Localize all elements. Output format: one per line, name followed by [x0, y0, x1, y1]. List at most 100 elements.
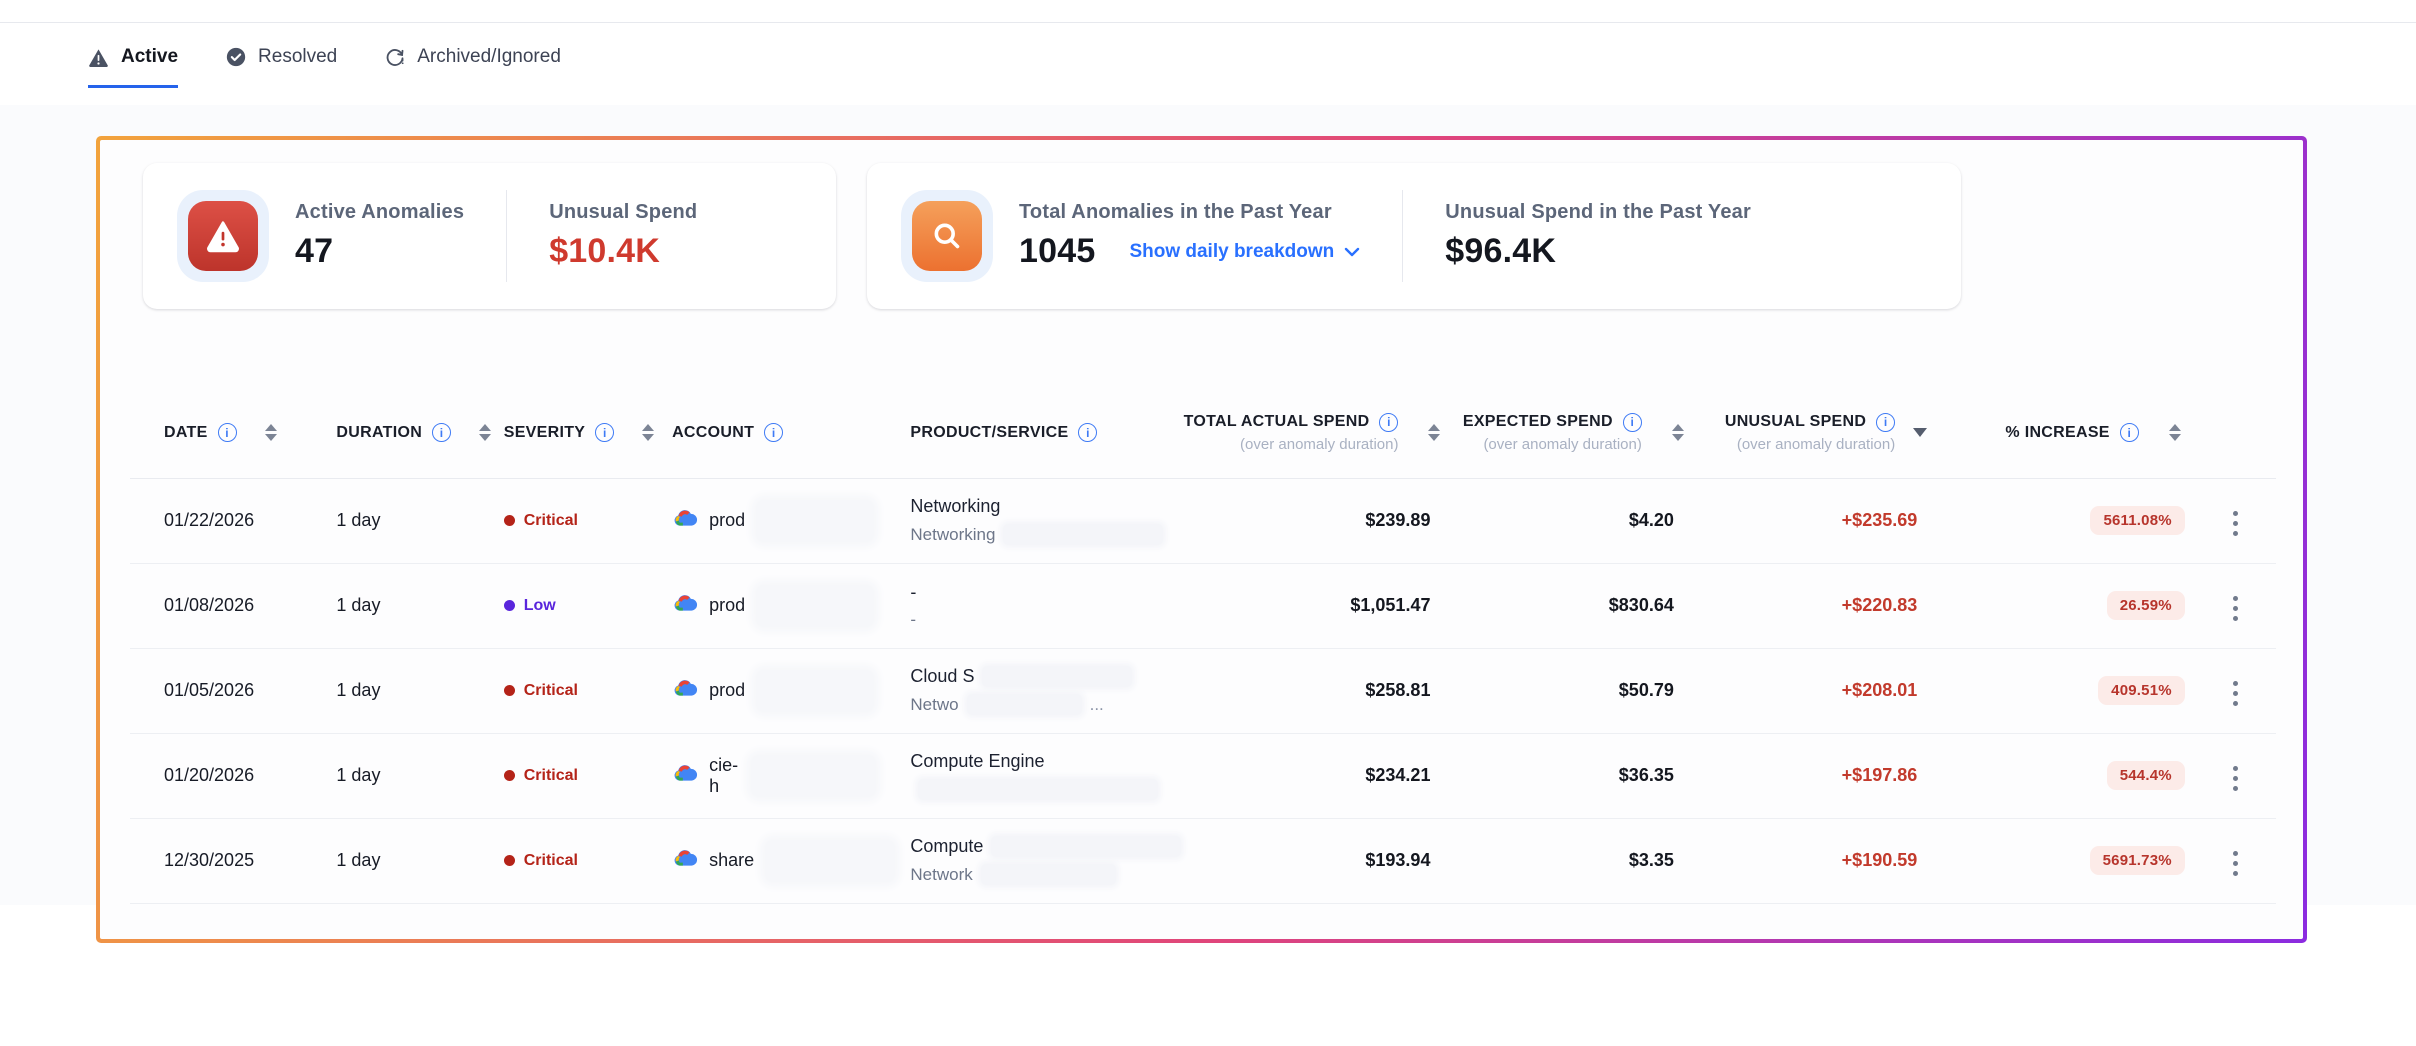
cell-severity: Low [469, 563, 639, 649]
header-increase: % INCREASE i [1941, 398, 2195, 479]
cell-product-service: Compute Network [876, 818, 1212, 904]
cell-increase: 5611.08% [1941, 478, 2195, 564]
header-account: ACCOUNT i [638, 398, 877, 479]
tab-resolved[interactable]: Resolved [226, 46, 337, 88]
increase-badge: 5611.08% [2090, 506, 2185, 535]
past-year-anomalies-value: 1045 [1019, 232, 1096, 270]
tab-archived-label: Archived/Ignored [417, 46, 561, 67]
info-icon[interactable]: i [1622, 412, 1642, 432]
cell-increase: 544.4% [1941, 733, 2195, 819]
product-redacted-blur [982, 666, 1133, 687]
service-name: Netwo [910, 694, 959, 714]
sort-duration-button[interactable] [479, 424, 492, 442]
cell-date: 01/05/2026 [130, 648, 303, 734]
table-row[interactable]: 01/05/2026 1 day Critical prod Cloud S N… [130, 648, 2276, 734]
row-kebab-menu-button[interactable] [2227, 760, 2244, 797]
cell-unusual-spend: +$208.01 [1697, 648, 1942, 734]
row-kebab-menu-button[interactable] [2227, 505, 2244, 542]
sort-expected-button[interactable] [1671, 424, 1684, 442]
cell-duration: 1 day [302, 733, 470, 819]
product-name: Cloud S [910, 666, 975, 686]
sort-unusual-desc-button[interactable] [1913, 428, 1928, 438]
anomaly-card-gradient-border: Active Anomalies 47 Unusual Spend $10.4K… [96, 136, 2307, 943]
header-date-label: DATE [164, 423, 208, 441]
cell-account: prod [638, 478, 877, 564]
gcp-icon [672, 847, 698, 874]
header-unusual-note: (over anomaly duration) [1736, 435, 1896, 453]
cell-expected-spend: $4.20 [1454, 478, 1698, 564]
product-redacted-blur [991, 836, 1182, 857]
cell-duration: 1 day [302, 478, 470, 564]
row-kebab-menu-button[interactable] [2227, 675, 2244, 712]
anomaly-card: Active Anomalies 47 Unusual Spend $10.4K… [100, 140, 2303, 939]
table-header-row: DATE i DURATION i SEVERITY i ACCOUNT i PRODU… [130, 398, 2276, 479]
account-name: cie-h [709, 754, 739, 796]
severity-badge: Critical [504, 682, 578, 700]
service-redacted-blur [1003, 524, 1164, 545]
cell-actions [2194, 818, 2276, 904]
active-anomalies-value: 47 [295, 232, 334, 270]
header-expected-note: (over anomaly duration) [1483, 435, 1642, 453]
top-divider [0, 22, 2416, 23]
product-name: - [910, 581, 917, 602]
cell-duration: 1 day [302, 563, 470, 649]
header-expected-label: EXPECTED SPEND [1462, 413, 1613, 431]
product-name: Networking [910, 496, 1001, 516]
cell-total-actual-spend: $1,051.47 [1211, 563, 1455, 649]
sort-severity-button[interactable] [642, 424, 655, 442]
table-row[interactable]: 01/22/2026 1 day Critical prod Networkin… [130, 478, 2276, 564]
alert-tile-wrap [177, 190, 269, 282]
increase-badge: 409.51% [2098, 676, 2185, 705]
row-kebab-menu-button[interactable] [2227, 590, 2244, 627]
service-name: Networking [910, 524, 996, 544]
active-anomalies-label: Active Anomalies [295, 201, 465, 223]
service-redacted-blur [918, 779, 1159, 800]
header-unusual-label: UNUSUAL SPEND [1724, 413, 1867, 431]
tab-active[interactable]: Active [88, 46, 179, 88]
cell-expected-spend: $36.35 [1454, 733, 1698, 819]
service-name: - [910, 609, 917, 629]
show-daily-breakdown-link[interactable]: Show daily breakdown [1129, 241, 1360, 263]
tab-archived-ignored[interactable]: Archived/Ignored [385, 46, 561, 88]
cell-product-service: Networking Networking [876, 478, 1212, 564]
account-name: prod [709, 510, 746, 530]
account-redacted-blur [765, 839, 896, 882]
info-icon[interactable]: i [432, 423, 452, 443]
account-redacted-blur [751, 754, 877, 797]
info-icon[interactable]: i [2119, 423, 2139, 443]
past-year-anomalies-card: Total Anomalies in the Past Year 1045 Sh… [867, 163, 1961, 309]
cell-total-actual-spend: $234.21 [1211, 733, 1455, 819]
unusual-spend-value: $10.4K [549, 232, 661, 270]
account-redacted-blur [756, 584, 875, 627]
account-name: prod [709, 680, 746, 700]
info-icon[interactable]: i [217, 423, 237, 443]
check-circle-icon [226, 47, 246, 67]
sort-date-button[interactable] [264, 424, 277, 442]
header-duration-label: DURATION [336, 423, 423, 441]
gcp-icon [672, 677, 698, 704]
table-row[interactable]: 12/30/2025 1 day Critical share Compute … [130, 818, 2276, 904]
cell-actions [2194, 563, 2276, 649]
gcp-icon [672, 762, 698, 789]
info-icon[interactable]: i [1379, 412, 1399, 432]
service-redacted-blur [966, 694, 1082, 715]
row-kebab-menu-button[interactable] [2227, 845, 2244, 882]
cell-account: prod [638, 563, 877, 649]
header-actions [2194, 398, 2276, 479]
cell-expected-spend: $50.79 [1454, 648, 1698, 734]
divider [506, 190, 508, 282]
table-row[interactable]: 01/08/2026 1 day Low prod - - $1, [130, 563, 2276, 649]
divider [1402, 190, 1404, 282]
info-icon[interactable]: i [1876, 412, 1896, 432]
info-icon[interactable]: i [595, 423, 615, 443]
cell-increase: 26.59% [1941, 563, 2195, 649]
cell-date: 12/30/2025 [130, 818, 303, 904]
cell-date: 01/22/2026 [130, 478, 303, 564]
sort-increase-button[interactable] [2168, 424, 2181, 442]
info-icon[interactable]: i [764, 423, 784, 443]
increase-badge: 544.4% [2106, 761, 2185, 790]
cell-unusual-spend: +$197.86 [1697, 733, 1942, 819]
table-row[interactable]: 01/20/2026 1 day Critical cie-h Compute … [130, 733, 2276, 819]
sort-total-button[interactable] [1428, 424, 1441, 442]
info-icon[interactable]: i [1078, 423, 1098, 443]
